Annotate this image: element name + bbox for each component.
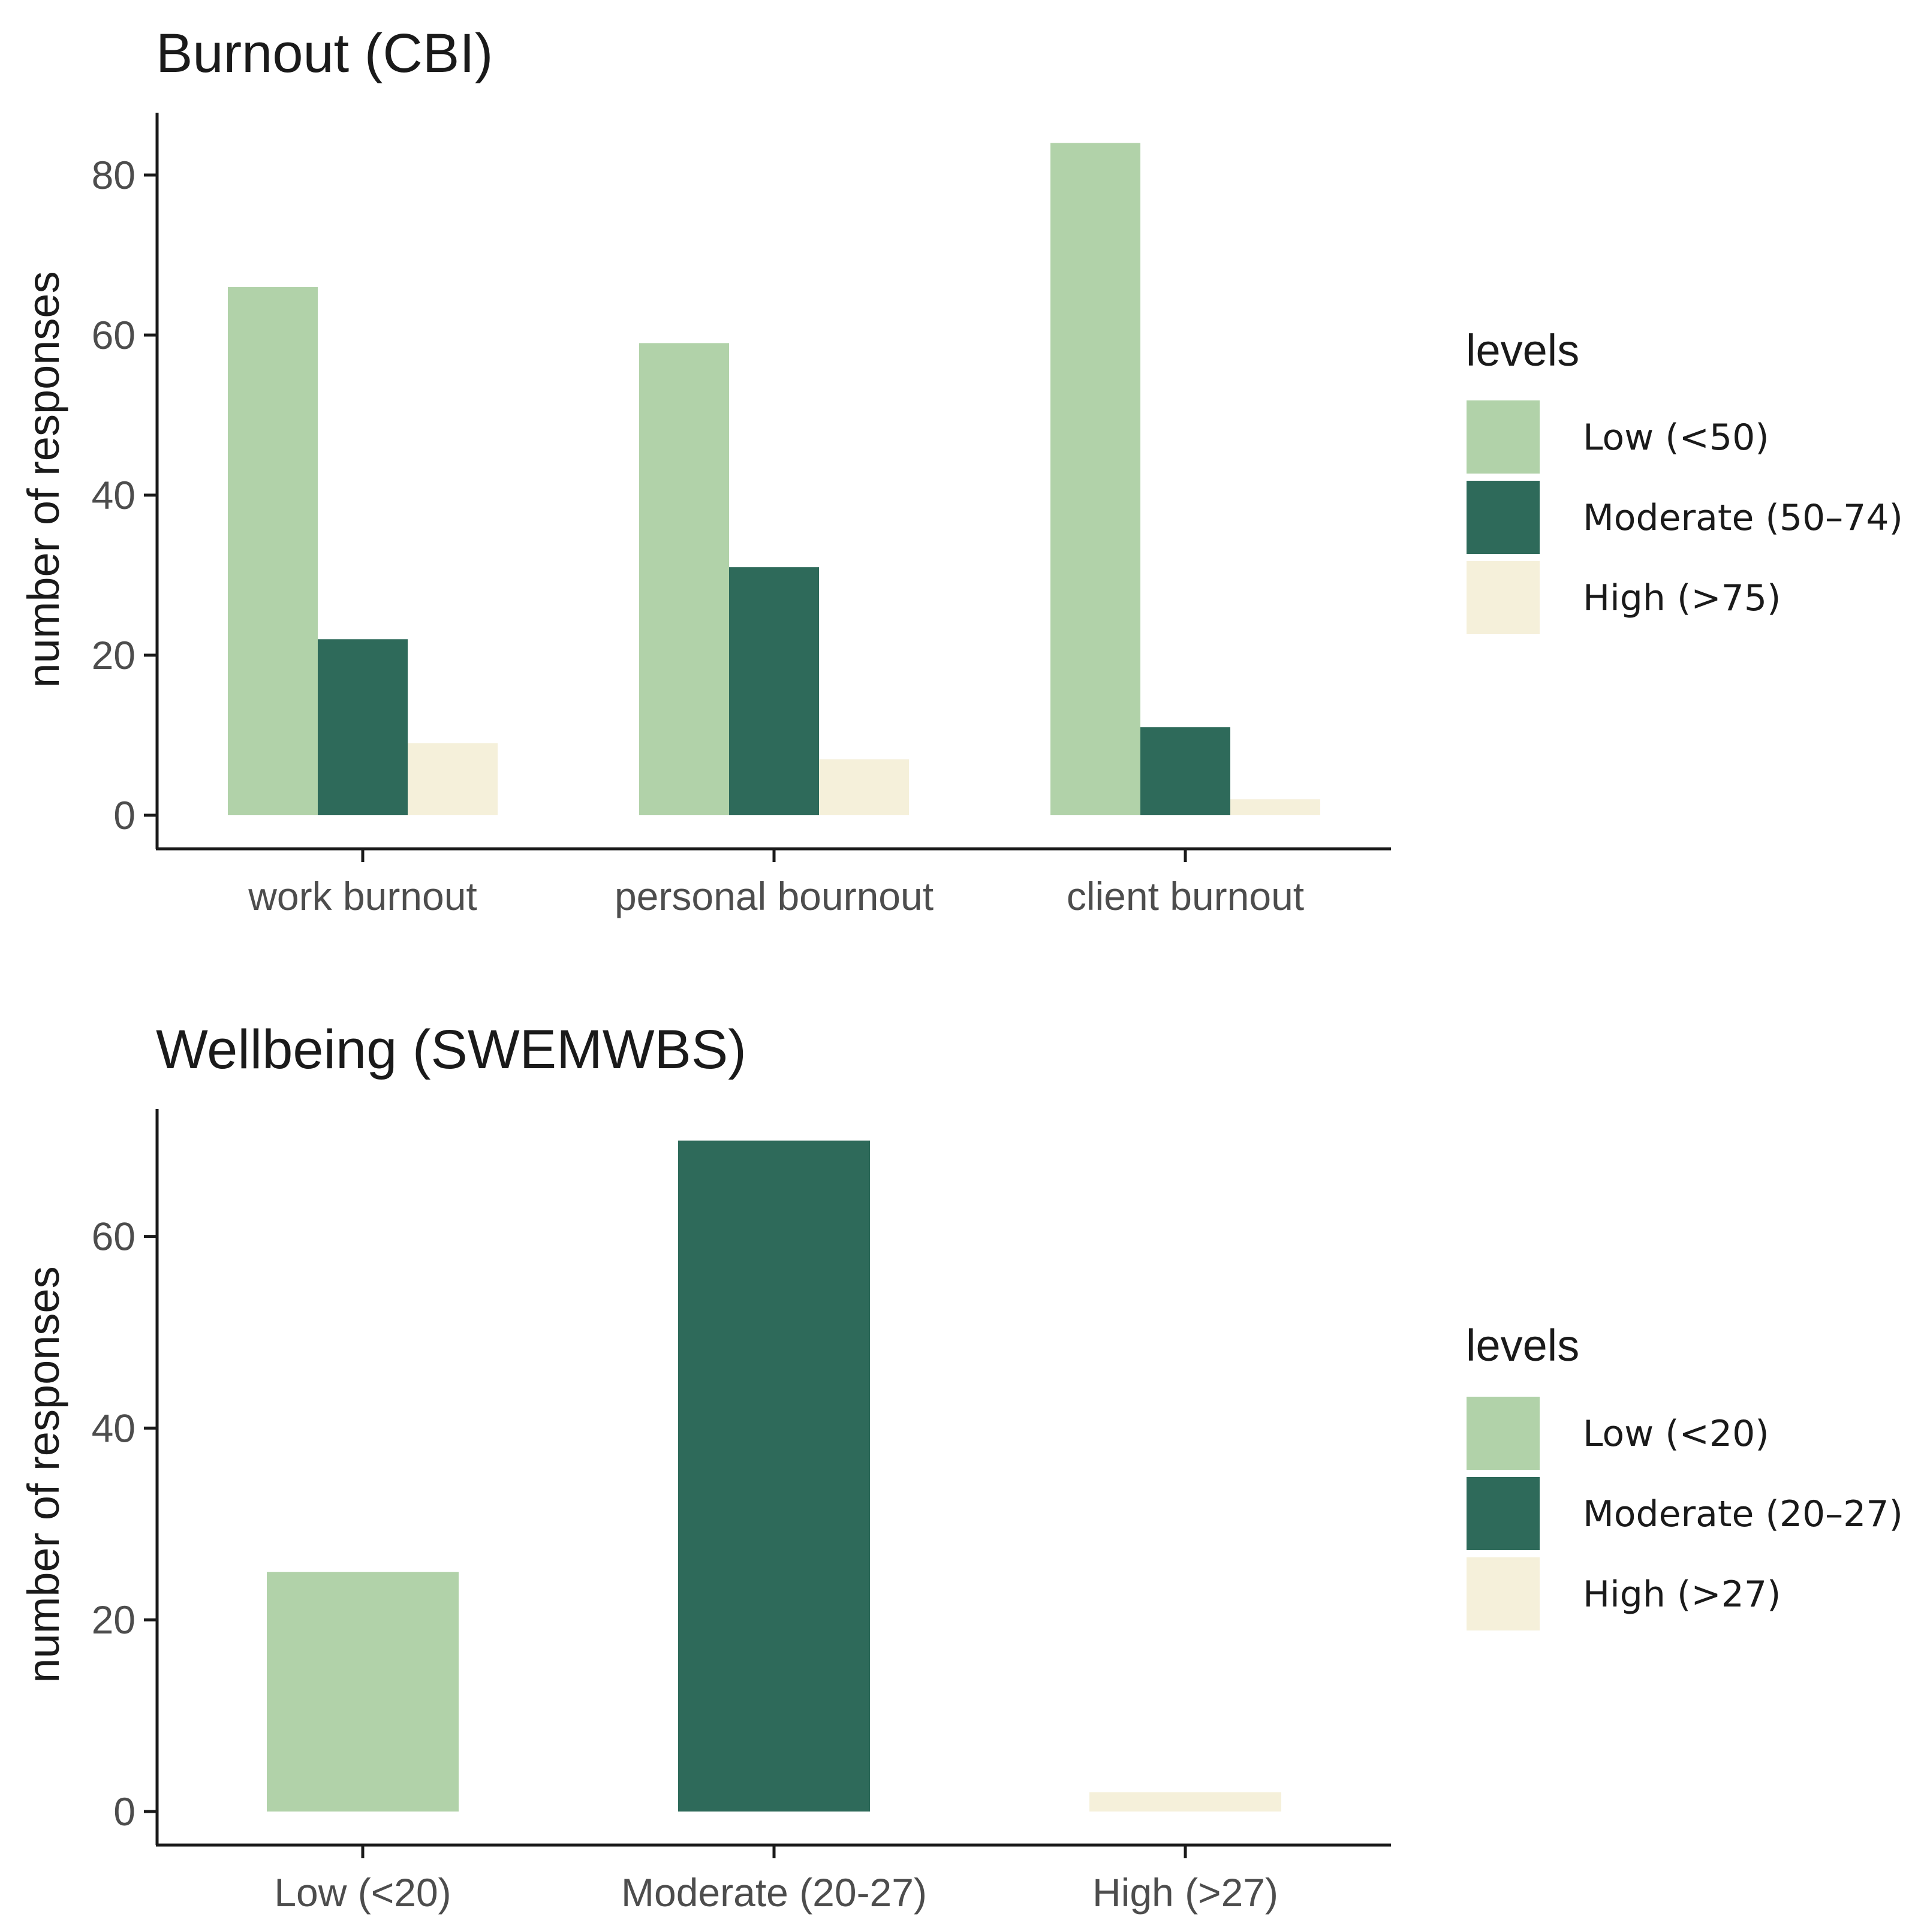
legend-label: Moderate (50–74): [1583, 497, 1903, 539]
legend-key: [1467, 1397, 1540, 1470]
burnout-panel: Burnout (CBI) number of responses 0 20 40 6…: [19, 23, 1903, 918]
y-tick-label: 20: [92, 633, 136, 677]
bar: [639, 343, 729, 815]
bar-group: [228, 143, 1320, 816]
legend-label: Low (<50): [1583, 417, 1769, 459]
y-axis-label: number of responses: [19, 271, 68, 688]
legend-title: levels: [1466, 325, 1579, 375]
legend-label: Moderate (20–27): [1583, 1493, 1903, 1535]
y-tick-label: 40: [92, 473, 136, 517]
bar: [678, 1140, 870, 1812]
legend: Low (<20) Moderate (20–27) High (>27): [1467, 1397, 1903, 1630]
bar: [819, 759, 909, 815]
y-tick-label: 80: [92, 153, 136, 197]
legend-label: High (>27): [1583, 1574, 1781, 1615]
tick-group: 0 20 40 60 Low (<20) Moderate (20-27) High (>2…: [92, 1214, 1278, 1915]
x-tick-label: personal bournout: [615, 874, 934, 918]
bar: [318, 639, 408, 815]
bar: [729, 567, 819, 815]
x-tick-label: Moderate (20-27): [621, 1870, 927, 1915]
y-axis-label: number of responses: [19, 1266, 68, 1683]
legend-key: [1467, 1557, 1540, 1630]
legend-label: High (>75): [1583, 577, 1781, 619]
bar: [1230, 799, 1320, 815]
legend-title: levels: [1466, 1321, 1579, 1370]
legend-key: [1467, 1477, 1540, 1550]
wellbeing-panel: Wellbeing (SWEMWBS) number of responses …: [19, 1019, 1903, 1915]
y-tick-label: 0: [113, 1789, 136, 1834]
legend-label: Low (<20): [1583, 1413, 1769, 1455]
chart-title: Burnout (CBI): [156, 23, 493, 84]
legend-key: [1467, 400, 1540, 474]
legend-key: [1467, 561, 1540, 634]
x-tick-label: Low (<20): [274, 1870, 451, 1915]
y-tick-label: 20: [92, 1598, 136, 1642]
bar: [1050, 143, 1140, 816]
y-tick-label: 40: [92, 1406, 136, 1450]
x-tick-label: High (>27): [1092, 1870, 1278, 1915]
bar: [228, 287, 318, 815]
tick-group: 0 20 40 60 80 work burnout personal bournout cl…: [92, 153, 1305, 918]
legend-key: [1467, 481, 1540, 554]
bar: [408, 743, 498, 815]
bar-group: [267, 1140, 1281, 1812]
bar: [1089, 1792, 1281, 1812]
x-tick-label: work burnout: [248, 874, 477, 918]
bar: [1140, 727, 1230, 815]
y-tick-label: 60: [92, 1214, 136, 1259]
legend: Low (<50) Moderate (50–74) High (>75): [1467, 400, 1903, 634]
y-tick-label: 60: [92, 313, 136, 357]
bar: [267, 1572, 459, 1812]
y-tick-label: 0: [113, 793, 136, 837]
x-tick-label: client burnout: [1067, 874, 1304, 918]
chart-title: Wellbeing (SWEMWBS): [156, 1019, 746, 1080]
